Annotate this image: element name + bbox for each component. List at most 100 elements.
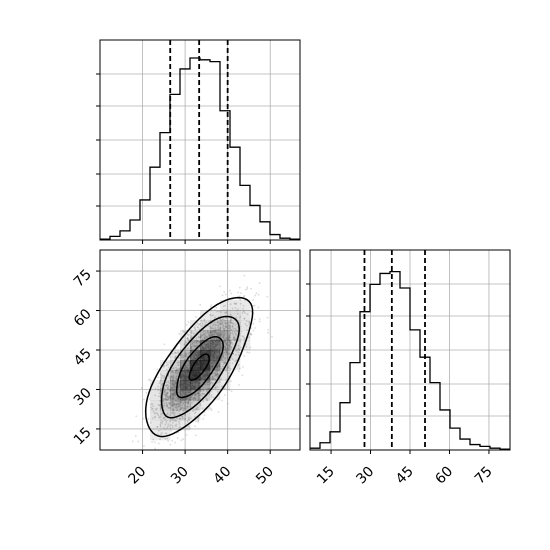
scatter-point (172, 412, 175, 415)
scatter-point (229, 343, 232, 346)
scatter-point (166, 386, 169, 389)
scatter-point (166, 395, 169, 398)
scatter-point (200, 382, 203, 385)
scatter-point (237, 308, 239, 311)
scatter-point (190, 390, 193, 392)
density-block (160, 370, 171, 381)
scatter-point (173, 383, 176, 386)
scatter-point (216, 324, 219, 327)
scatter-point (171, 352, 174, 355)
scatter-point (219, 333, 222, 336)
scatter-point (205, 321, 207, 324)
scatter-point (243, 317, 246, 320)
scatter-point (242, 304, 245, 307)
scatter-point (174, 391, 176, 394)
scatter-point (237, 291, 240, 294)
scatter-point (177, 385, 180, 388)
scatter-point (250, 310, 253, 313)
scatter-point (214, 329, 217, 332)
scatter-point (195, 341, 198, 343)
scatter-point (166, 388, 169, 391)
scatter-point (197, 326, 200, 329)
scatter-point (205, 336, 208, 339)
scatter-point (227, 338, 230, 340)
scatter-point (190, 329, 193, 332)
scatter-point (208, 334, 210, 336)
scatter-point (185, 393, 187, 396)
scatter-point (257, 293, 260, 296)
scatter-point (177, 403, 180, 406)
scatter-point (193, 396, 196, 399)
scatter-point (217, 411, 220, 413)
scatter-point (207, 331, 210, 334)
scatter-point (160, 374, 163, 377)
scatter-point (173, 380, 176, 383)
scatter-point (234, 360, 236, 363)
density-layer (131, 274, 273, 450)
scatter-point (227, 325, 230, 328)
scatter-point (175, 404, 178, 407)
scatter-point (190, 347, 192, 349)
scatter-point (159, 423, 162, 426)
scatter-point (194, 397, 197, 400)
scatter-point (190, 331, 193, 333)
scatter-point (186, 390, 189, 392)
scatter-point (175, 403, 178, 406)
scatter-point (197, 335, 200, 338)
scatter-point (171, 405, 173, 407)
scatter-point (216, 372, 219, 375)
scatter-point (234, 306, 237, 309)
scatter-point (209, 313, 212, 316)
scatter-point (157, 404, 160, 406)
scatter-point (223, 361, 225, 364)
scatter-point (216, 328, 218, 331)
scatter-point (220, 367, 223, 370)
scatter-point (201, 338, 204, 341)
scatter-point (196, 399, 199, 402)
scatter-point (240, 338, 243, 341)
scatter-point (213, 372, 215, 375)
density-block (190, 380, 201, 391)
density-block (220, 370, 231, 381)
scatter-point (246, 287, 249, 290)
scatter-point (177, 391, 180, 394)
scatter-point (171, 403, 174, 406)
scatter-point (243, 338, 245, 341)
scatter-point (174, 394, 176, 396)
scatter-point (172, 396, 175, 399)
scatter-point (169, 378, 172, 380)
scatter-point (228, 352, 230, 355)
scatter-point (174, 377, 177, 380)
scatter-point (228, 321, 230, 324)
scatter-point (248, 321, 251, 324)
scatter-point (171, 397, 174, 400)
scatter-point (219, 327, 222, 330)
scatter-point (176, 368, 179, 371)
scatter-point (151, 407, 154, 410)
scatter-point (227, 366, 229, 369)
scatter-point (190, 391, 193, 394)
scatter-point (199, 394, 202, 397)
scatter-point (169, 355, 172, 358)
scatter-point (173, 385, 176, 388)
scatter-point (171, 378, 174, 381)
scatter-point (234, 336, 237, 339)
scatter-point (192, 341, 194, 344)
density-block (180, 410, 191, 421)
scatter-point (187, 401, 190, 403)
scatter-point (217, 328, 220, 331)
scatter-point (177, 371, 180, 373)
scatter-point (211, 383, 214, 385)
scatter-point (168, 377, 171, 380)
scatter-point (216, 310, 219, 313)
scatter-point (172, 377, 174, 380)
scatter-point (228, 327, 230, 330)
scatter-point (175, 369, 178, 372)
scatter-point (188, 398, 191, 401)
scatter-point (220, 347, 223, 349)
scatter-point (181, 415, 184, 418)
scatter-point (177, 361, 180, 364)
scatter-point (179, 405, 182, 407)
scatter-point (267, 328, 270, 331)
scatter-point (222, 335, 225, 338)
